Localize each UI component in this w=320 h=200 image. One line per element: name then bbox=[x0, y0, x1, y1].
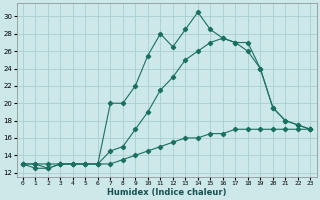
X-axis label: Humidex (Indice chaleur): Humidex (Indice chaleur) bbox=[107, 188, 226, 197]
